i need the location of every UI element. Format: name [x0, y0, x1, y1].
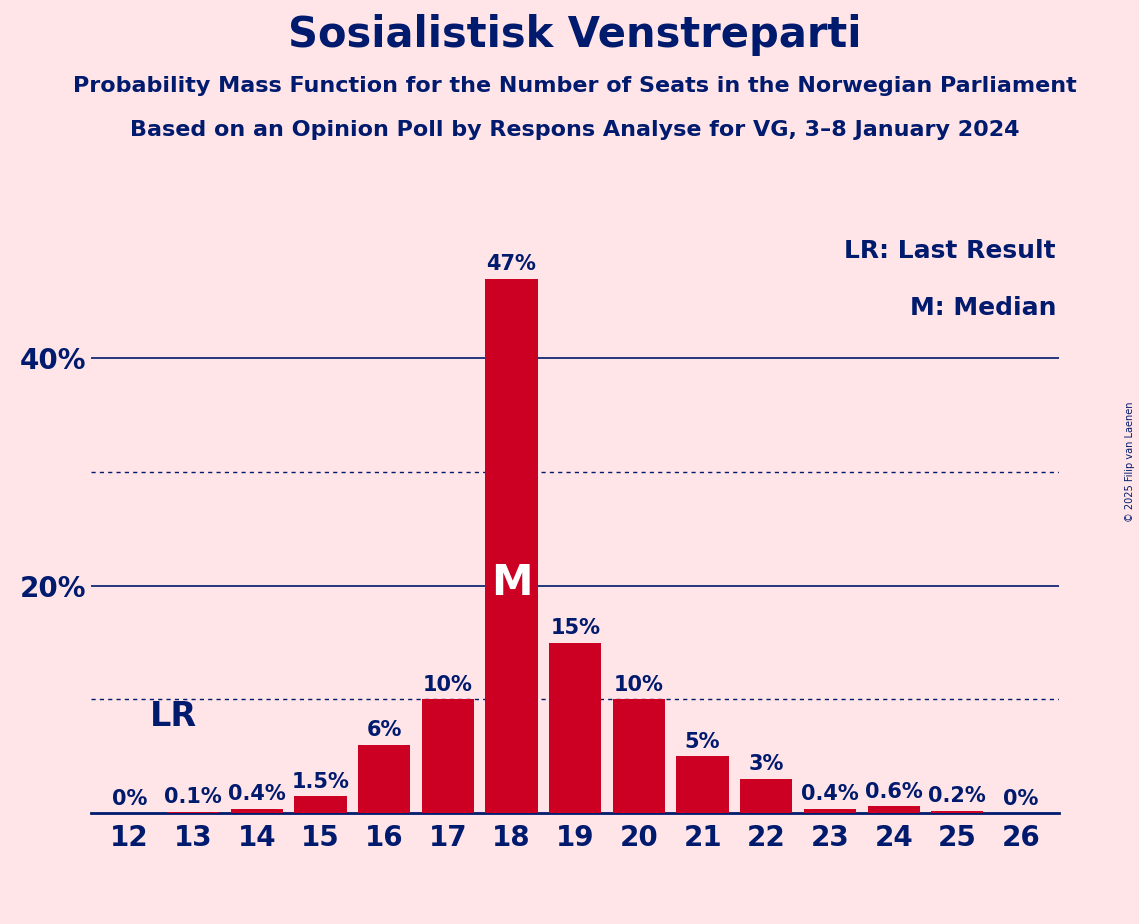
Text: 5%: 5% — [685, 732, 720, 752]
Bar — [167, 812, 219, 813]
Text: 3%: 3% — [748, 755, 784, 774]
Text: 0.6%: 0.6% — [865, 782, 923, 802]
Text: LR: LR — [150, 700, 197, 733]
Bar — [230, 808, 282, 813]
Text: 47%: 47% — [486, 254, 536, 274]
Text: 0.4%: 0.4% — [228, 784, 286, 804]
Bar — [613, 699, 665, 813]
Text: 15%: 15% — [550, 618, 600, 638]
Text: Sosialistisk Venstreparti: Sosialistisk Venstreparti — [288, 14, 862, 55]
Text: 0.4%: 0.4% — [801, 784, 859, 804]
Bar — [677, 756, 729, 813]
Bar — [932, 811, 983, 813]
Text: 0%: 0% — [112, 788, 147, 808]
Text: Based on an Opinion Poll by Respons Analyse for VG, 3–8 January 2024: Based on an Opinion Poll by Respons Anal… — [131, 120, 1019, 140]
Text: M: M — [491, 563, 532, 604]
Text: 10%: 10% — [614, 675, 664, 695]
Text: 10%: 10% — [423, 675, 473, 695]
Text: M: Median: M: Median — [910, 296, 1056, 320]
Text: 0.1%: 0.1% — [164, 787, 222, 808]
Bar — [421, 699, 474, 813]
Bar — [549, 642, 601, 813]
Text: Probability Mass Function for the Number of Seats in the Norwegian Parliament: Probability Mass Function for the Number… — [73, 76, 1077, 96]
Bar — [358, 745, 410, 813]
Text: 0.2%: 0.2% — [928, 786, 986, 807]
Text: 0%: 0% — [1003, 788, 1039, 808]
Text: © 2025 Filip van Laenen: © 2025 Filip van Laenen — [1125, 402, 1134, 522]
Bar — [868, 807, 920, 813]
Bar — [804, 808, 857, 813]
Bar — [294, 796, 346, 813]
Bar — [485, 279, 538, 813]
Bar — [740, 779, 793, 813]
Text: 1.5%: 1.5% — [292, 772, 350, 792]
Text: 6%: 6% — [367, 721, 402, 740]
Text: LR: Last Result: LR: Last Result — [844, 238, 1056, 262]
